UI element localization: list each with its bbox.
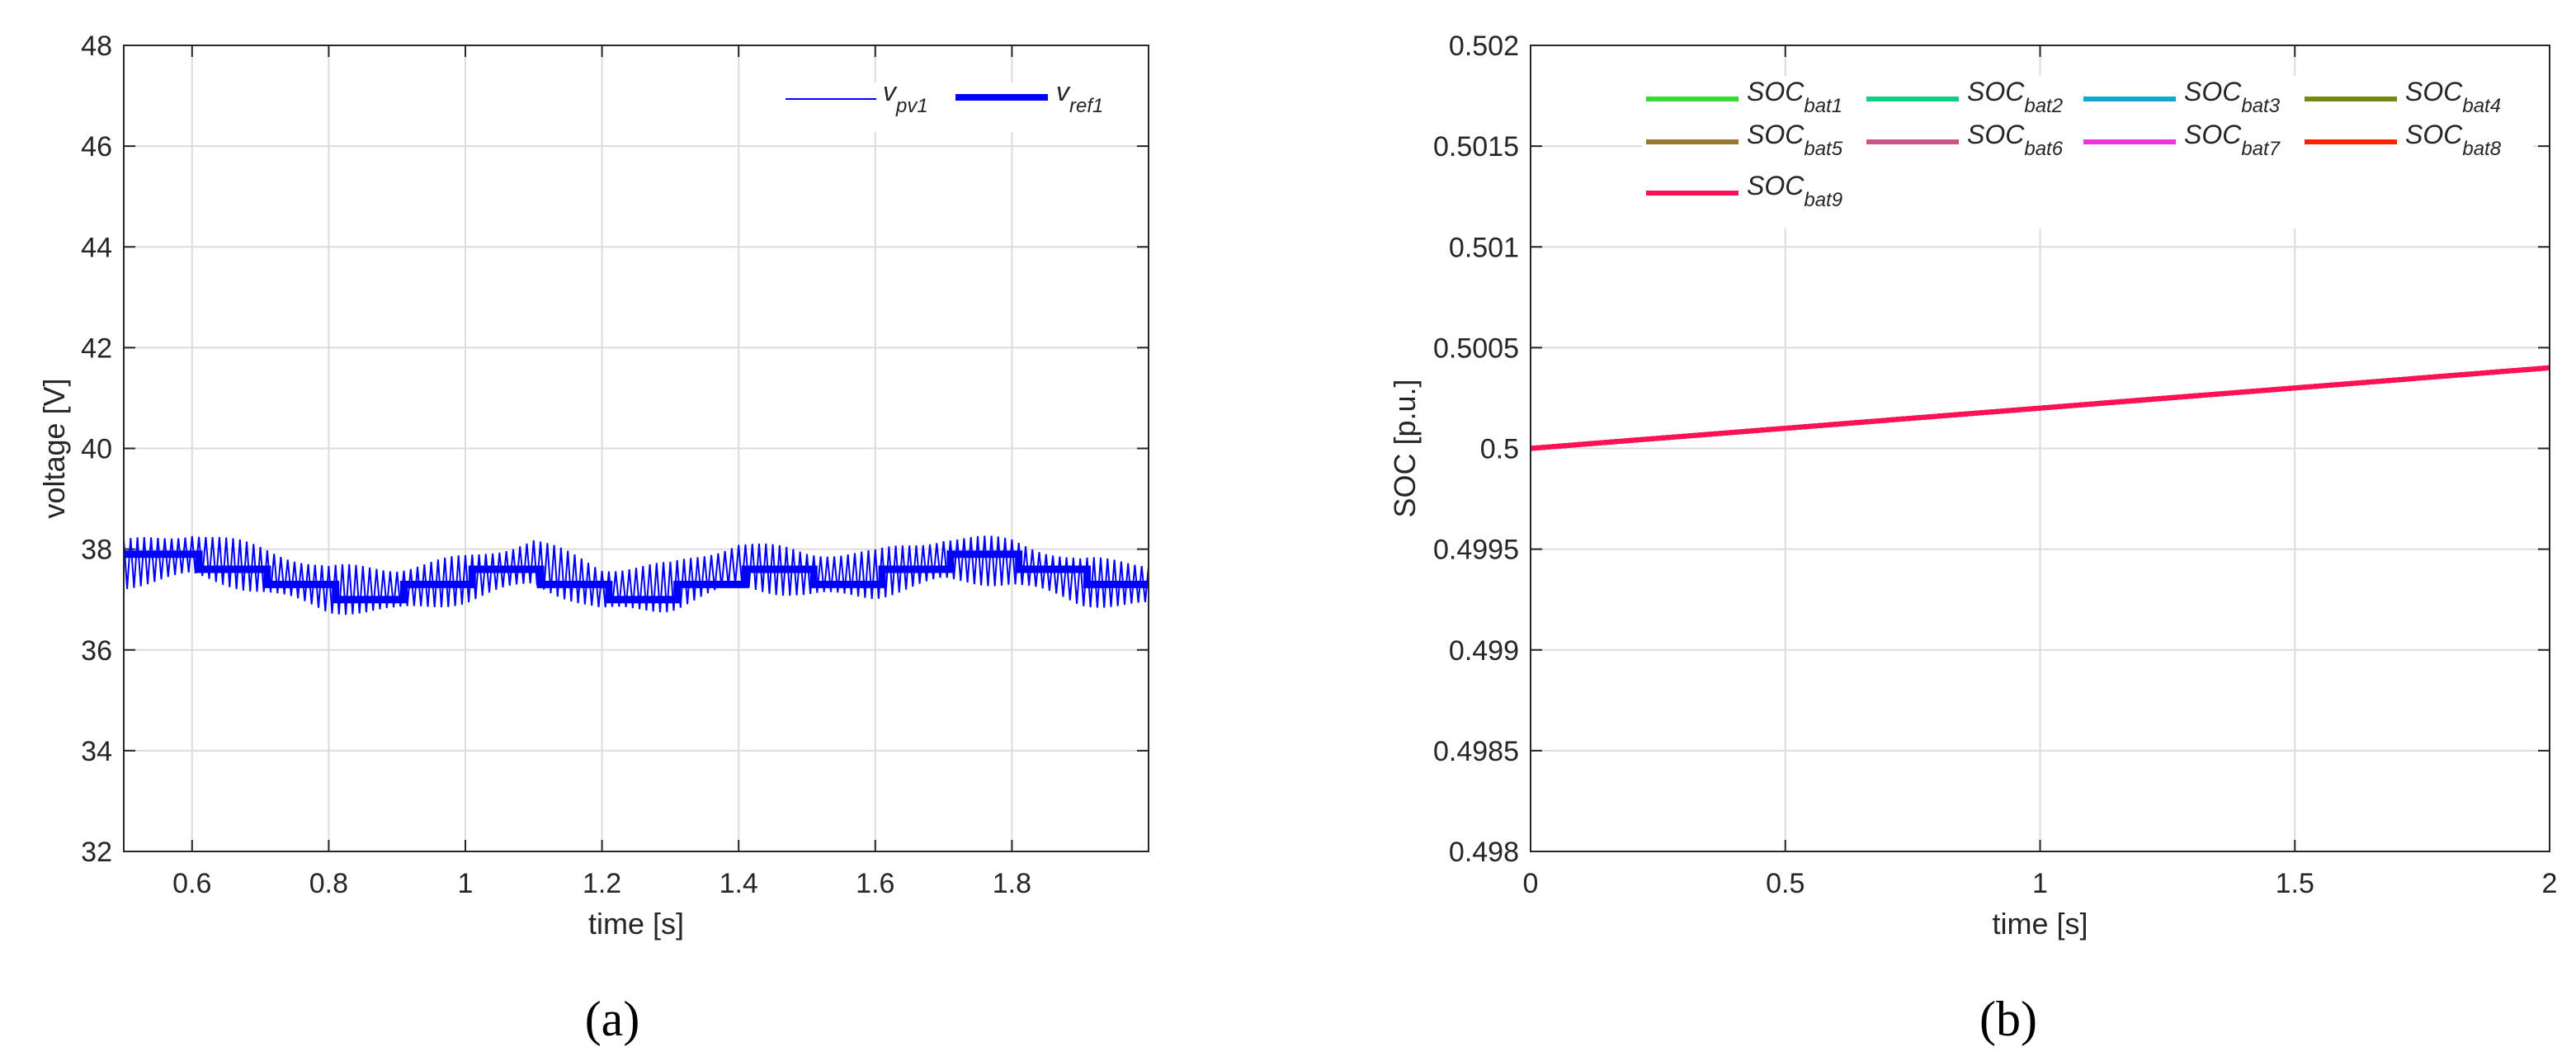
legend-label-main: SOC	[2405, 77, 2463, 106]
legend-label: vref1	[1056, 77, 1103, 117]
y-tick-label: 0.4995	[1433, 535, 1519, 566]
y-tick-label: 0.5015	[1433, 131, 1519, 163]
y-axis-label: voltage [V]	[37, 378, 71, 518]
legend-label: SOCbat5	[1747, 120, 1843, 160]
legend-label: SOCbat1	[1747, 77, 1842, 117]
x-tick-label: 0.6	[172, 868, 211, 899]
legend-label-subscript: bat9	[1804, 189, 1842, 211]
x-tick-label: 1.8	[993, 868, 1031, 899]
y-tick-label: 34	[81, 736, 112, 767]
x-axis-label: time [s]	[1992, 907, 2088, 941]
legend-label-subscript: pv1	[895, 95, 928, 117]
legend-label-subscript: bat6	[2024, 138, 2063, 160]
legend-label: SOCbat4	[2405, 77, 2501, 117]
y-tick-label: 48	[81, 31, 112, 62]
x-tick-label: 1.6	[856, 868, 894, 899]
legend-label-main: SOC	[1747, 77, 1805, 106]
figure-caption: (a)	[585, 992, 640, 1046]
y-tick-label: 38	[81, 535, 112, 566]
x-tick-label: 0.5	[1766, 868, 1805, 899]
y-tick-label: 0.499	[1449, 635, 1519, 667]
legend-label-main: v	[883, 77, 898, 106]
axes-box	[123, 45, 1149, 852]
y-tick-label: 0.5	[1480, 434, 1519, 465]
legend-label-subscript: bat1	[1804, 95, 1842, 117]
legend-label-main: SOC	[1747, 120, 1805, 149]
y-tick-label: 32	[81, 837, 112, 868]
legend-label-subscript: bat7	[2241, 138, 2281, 160]
legend-label-subscript: ref1	[1069, 95, 1103, 117]
legend-label: SOCbat9	[1747, 171, 1842, 211]
legend-label-subscript: bat4	[2462, 95, 2501, 117]
legend-label-main: SOC	[2405, 120, 2463, 149]
x-tick-label: 1	[2032, 868, 2048, 899]
legend-label-main: SOC	[2184, 120, 2242, 149]
legend-label-main: SOC	[1967, 77, 2025, 106]
legend-label: SOCbat8	[2405, 120, 2502, 160]
legend-label: SOCbat2	[1967, 77, 2063, 117]
legend-label-subscript: bat2	[2024, 95, 2063, 117]
x-tick-label: 0.8	[309, 868, 348, 899]
legend-label-main: SOC	[1747, 171, 1805, 200]
legend-label-subscript: bat8	[2462, 138, 2501, 160]
x-tick-label: 1	[458, 868, 474, 899]
x-tick-label: 1.4	[719, 868, 758, 899]
legend-label-main: SOC	[2184, 77, 2242, 106]
y-tick-label: 0.498	[1449, 837, 1519, 868]
y-tick-label: 36	[81, 635, 112, 667]
y-tick-label: 40	[81, 434, 112, 465]
legend-label: vpv1	[883, 77, 928, 117]
y-tick-label: 0.5005	[1433, 332, 1519, 364]
series-line-soc-bat9	[1530, 365, 2550, 451]
x-tick-label: 0	[1523, 868, 1539, 899]
y-tick-label: 46	[81, 131, 112, 163]
y-tick-label: 44	[81, 232, 112, 263]
x-tick-label: 1.2	[583, 868, 621, 899]
legend-label-subscript: bat3	[2241, 95, 2280, 117]
legend-label: SOCbat7	[2184, 120, 2281, 160]
legend-label: SOCbat3	[2184, 77, 2281, 117]
legend-box	[776, 83, 1139, 132]
series-line-vref1	[124, 550, 1149, 604]
legend-label: SOCbat6	[1967, 120, 2064, 160]
x-tick-label: 2	[2542, 868, 2558, 899]
y-tick-label: 0.4985	[1433, 736, 1519, 767]
axes-box	[1530, 45, 2550, 852]
y-tick-label: 42	[81, 332, 112, 364]
x-axis-label: time [s]	[588, 907, 684, 941]
legend-label-subscript: bat5	[1804, 138, 1842, 160]
x-tick-label: 1.5	[2276, 868, 2314, 899]
figure-caption: (b)	[1979, 992, 2037, 1046]
chart-b-soc: 0 0.5 1 1.5 2 0.498 0.4985 0.499 0.4995 0.5 0.5005…	[1388, 31, 2557, 1046]
legend-label-main: v	[1056, 77, 1071, 106]
series-line-vpv1	[123, 535, 1149, 615]
chart-a-voltage: 0.6 0.8 1 1.2 1.4 1.6 1.8 32 34 36 38 40 42 44 46 48 tim…	[37, 31, 1149, 1046]
legend-label-main: SOC	[1967, 120, 2025, 149]
y-tick-label: 0.501	[1449, 232, 1519, 263]
y-axis-label: SOC [p.u.]	[1388, 379, 1422, 517]
y-tick-label: 0.502	[1449, 31, 1519, 62]
